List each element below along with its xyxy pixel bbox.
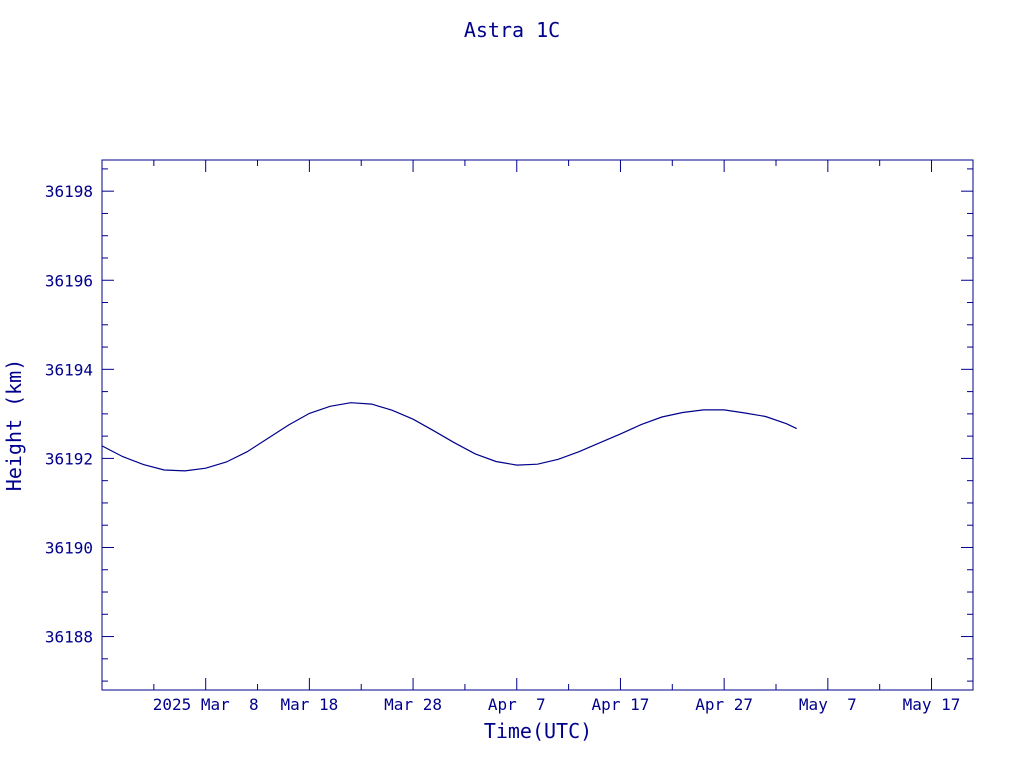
x-tick-label: 2025 Mar 8	[153, 695, 259, 714]
x-tick-label: Mar 18	[280, 695, 338, 714]
y-axis-title: Height (km)	[2, 359, 26, 491]
y-tick-label: 36188	[45, 628, 93, 647]
height-series-line	[101, 402, 797, 472]
plot-frame	[101, 159, 974, 691]
x-tick-label: Apr 17	[592, 695, 650, 714]
x-axis-title: Time(UTC)	[484, 719, 592, 743]
x-axis-ticks: 2025 Mar 8 Mar 18 Mar 28 Apr 7 Apr 17 Apr 27 M…	[101, 160, 961, 714]
chart-title: Astra 1C	[464, 18, 560, 42]
x-tick-label: Apr 27	[695, 695, 753, 714]
x-tick-label: May 17	[903, 695, 961, 714]
y-tick-label: 36198	[45, 182, 93, 201]
y-tick-label: 36192	[45, 449, 93, 468]
x-tick-label: May 7	[799, 695, 857, 714]
y-tick-label: 36190	[45, 538, 93, 557]
x-tick-label: Apr 7	[488, 695, 546, 714]
y-axis-ticks: 36188 36190 36192 36194 36196 36198	[45, 168, 973, 682]
y-tick-label: 36194	[45, 360, 93, 379]
x-tick-label: Mar 28	[384, 695, 442, 714]
y-tick-label: 36196	[45, 271, 93, 290]
